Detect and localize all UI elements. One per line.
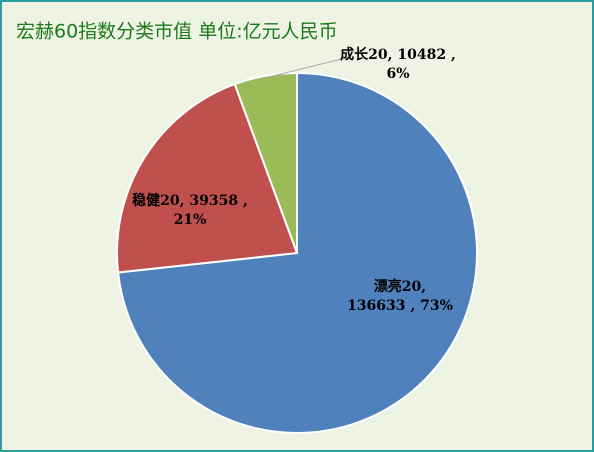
data-label: 136633 , 73%	[347, 298, 453, 314]
leader-line	[265, 57, 347, 79]
data-label: 成长20, 10482 ,	[340, 46, 456, 63]
pie-slice	[233, 71, 298, 254]
data-label: 6%	[386, 66, 409, 82]
data-label: 稳健20, 39358 ,	[132, 192, 248, 209]
data-label: 21%	[174, 212, 207, 228]
chart-title: 宏赫60指数分类市值 单位:亿元人民币	[16, 21, 338, 43]
data-label: 漂亮20,	[374, 278, 426, 295]
